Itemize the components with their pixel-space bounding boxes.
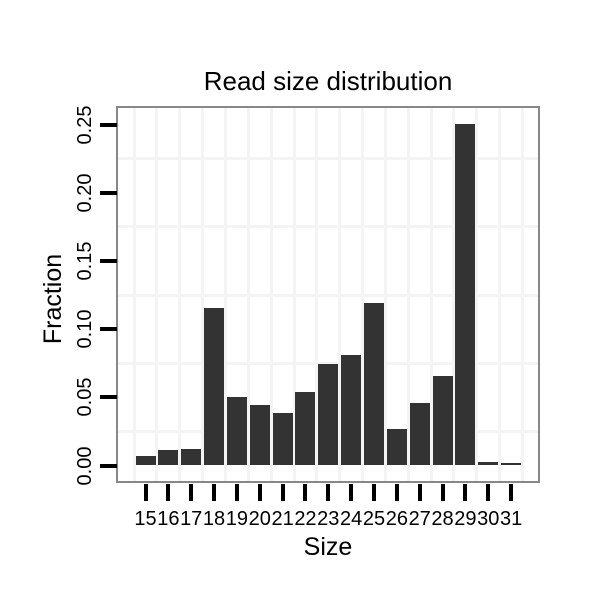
x-tick-label: 31 [499,508,523,530]
bar [249,404,270,466]
x-tick-label: 24 [340,508,363,530]
gridline-horizontal [118,293,538,297]
bar [204,308,225,466]
x-axis-tick [257,484,262,501]
x-axis-tick [440,484,445,501]
x-tick-label: 20 [248,508,271,530]
y-axis-tick [100,190,117,195]
x-axis-tick [486,484,491,501]
x-axis-tick [303,484,308,501]
y-tick-label: 0.10 [74,309,96,349]
x-tick-label: 23 [317,508,340,530]
y-axis-tick [100,463,117,468]
gridline-horizontal [118,225,538,229]
bar [409,402,430,466]
bar [272,413,293,466]
x-tick-label: 28 [431,508,454,530]
gridline-horizontal [118,157,538,161]
y-axis-tick [100,122,117,127]
bar [386,428,407,466]
x-tick-label: 16 [157,508,180,530]
x-tick-label: 21 [271,508,294,530]
y-tick-label: 0.00 [74,446,96,485]
x-axis-tick [143,484,148,501]
x-tick-label: 18 [202,508,226,530]
bar [181,448,202,466]
x-axis-tick [234,484,239,501]
bar [295,392,316,466]
x-tick-label: 29 [454,508,477,530]
y-axis-tick [100,395,117,400]
y-axis-tick [100,327,117,332]
bar [455,124,476,466]
bar [432,375,453,466]
bar [501,463,522,466]
x-axis-tick [509,484,514,501]
bar [318,364,339,466]
x-tick-label: 26 [385,508,408,530]
x-axis-title: Size [303,533,353,561]
bar [364,302,384,466]
bar [135,455,156,466]
y-axis-title: Fraction [39,253,67,345]
x-tick-label: 27 [408,508,431,530]
x-axis-tick [463,484,468,501]
y-axis-tick [100,258,117,263]
plot-area [118,108,538,481]
bar [478,462,499,466]
bar [226,396,247,466]
x-tick-label: 15 [134,508,157,530]
bar [341,355,362,466]
x-axis-tick [166,484,171,501]
x-axis-tick [349,484,354,501]
x-tick-label: 30 [477,508,500,530]
x-tick-label: 25 [362,508,386,530]
bar [158,449,179,466]
x-axis-tick [212,484,217,501]
y-tick-label: 0.25 [74,105,96,144]
gridline-horizontal [118,361,538,365]
x-axis-tick [189,484,194,501]
plot-panel [116,106,540,483]
x-axis-tick [417,484,422,501]
chart-title: Read size distribution [203,66,453,96]
x-axis-tick [326,484,331,501]
x-axis-tick [280,484,285,501]
x-tick-label: 19 [225,508,249,530]
x-tick-label: 22 [294,508,317,530]
y-tick-label: 0.05 [74,377,96,417]
x-axis-tick [372,484,376,501]
x-tick-label: 17 [180,508,203,530]
x-axis-tick [394,484,399,501]
